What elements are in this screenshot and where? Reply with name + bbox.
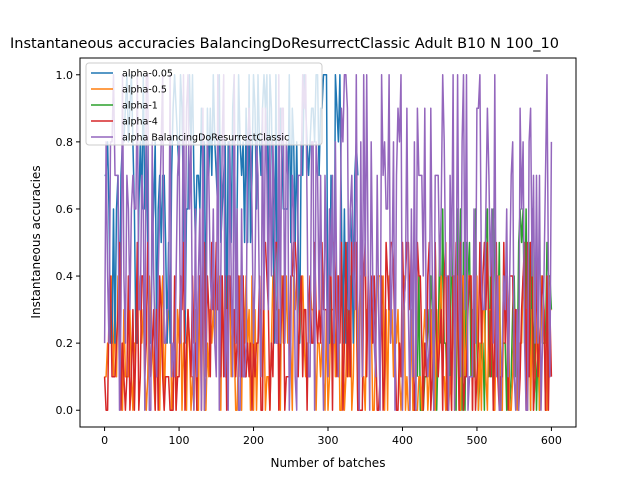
- legend-label: alpha-1: [122, 101, 158, 112]
- x-axis: 0 100 200 300 400 500 600: [101, 427, 562, 447]
- x-tick-label: 600: [541, 434, 562, 447]
- legend: alpha-0.05 alpha-0.5 alpha-1 alpha-4 alpha B…: [85, 62, 323, 146]
- y-tick-label: 0.2: [56, 337, 74, 350]
- legend-label: alpha-0.5: [122, 85, 167, 96]
- legend-box: [85, 62, 323, 146]
- x-tick-label: 200: [243, 434, 264, 447]
- y-tick-label: 0.0: [56, 404, 74, 417]
- y-tick-label: 0.8: [56, 136, 74, 149]
- legend-label: alpha-0.05: [122, 69, 173, 80]
- y-axis: 0.0 0.2 0.4 0.6 0.8 1.0: [56, 69, 80, 417]
- y-tick-label: 0.4: [56, 270, 74, 283]
- x-axis-label: Number of batches: [271, 456, 386, 470]
- chart-title: Instantaneous accuracies BalancingDoResu…: [10, 36, 559, 52]
- x-tick-label: 100: [169, 434, 190, 447]
- x-tick-label: 300: [318, 434, 339, 447]
- legend-label: alpha BalancingDoResurrectClassic: [122, 133, 289, 144]
- y-axis-label: Instantaneous accuracies: [29, 165, 43, 318]
- legend-label: alpha-4: [122, 117, 158, 128]
- y-tick-label: 0.6: [56, 203, 74, 216]
- x-tick-label: 400: [392, 434, 413, 447]
- y-tick-label: 1.0: [56, 69, 74, 82]
- x-tick-label: 500: [466, 434, 487, 447]
- x-tick-label: 0: [101, 434, 108, 447]
